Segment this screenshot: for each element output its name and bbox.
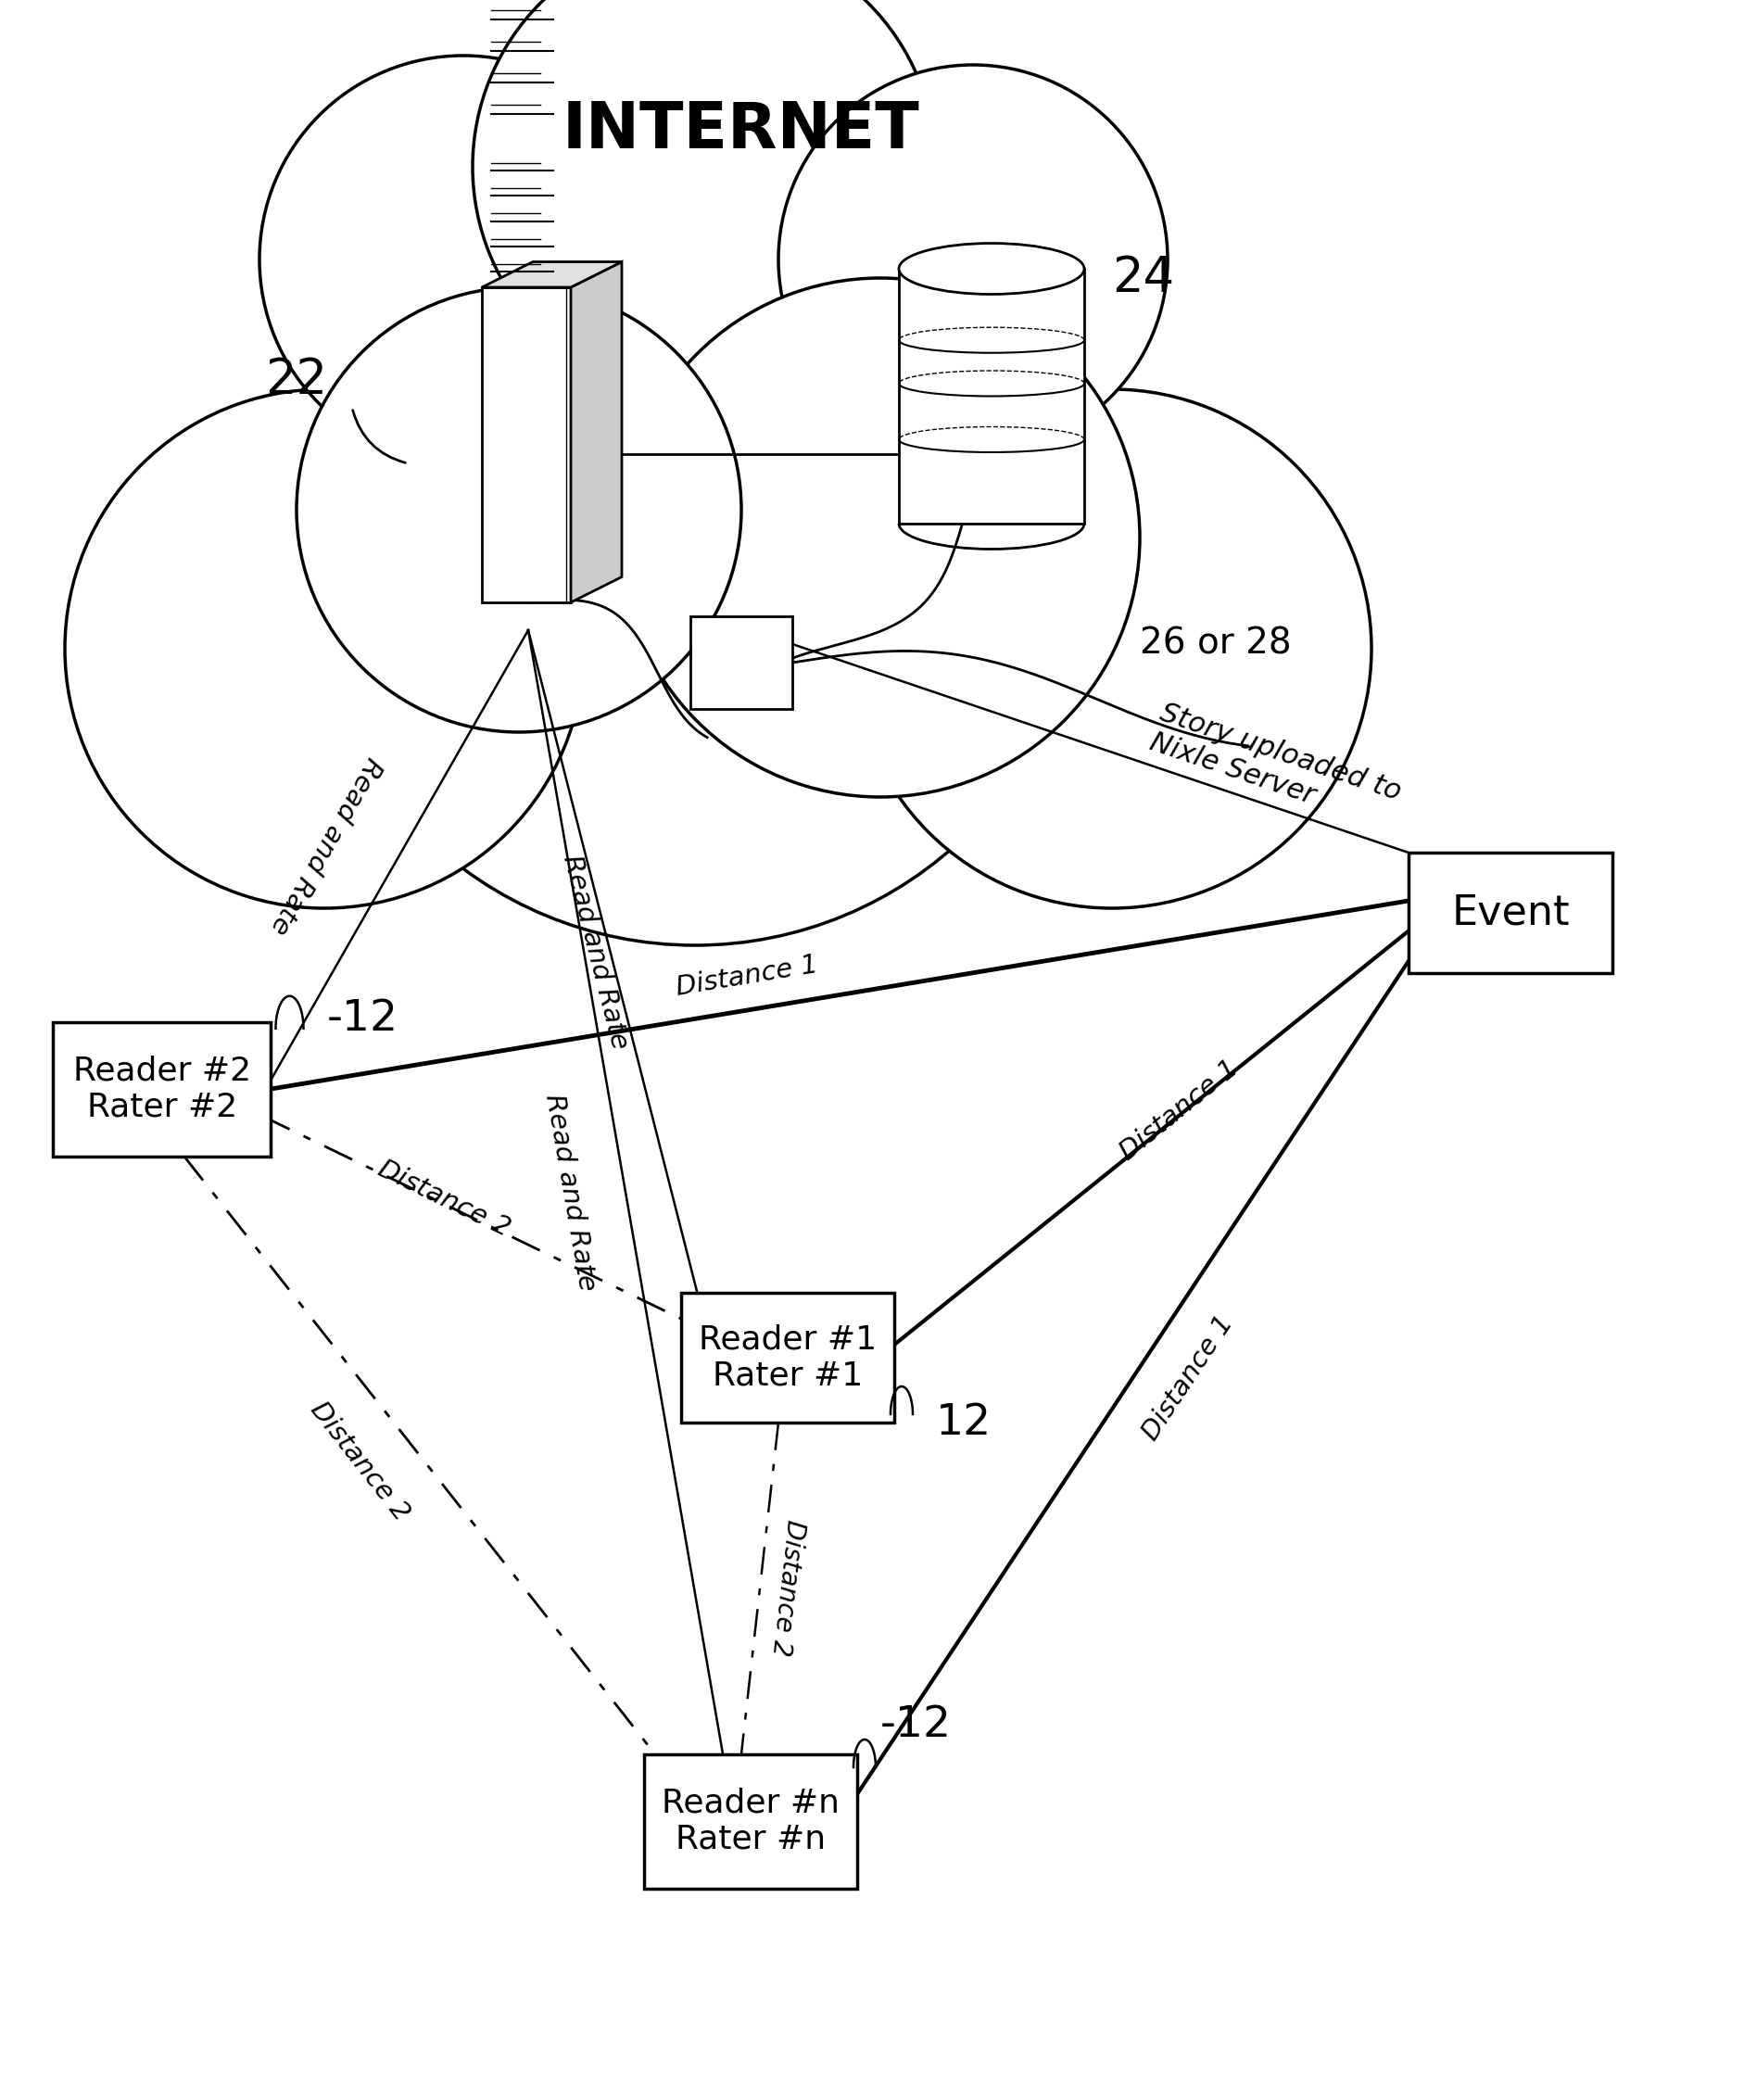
Text: Distance 1: Distance 1	[1139, 1310, 1238, 1445]
Polygon shape	[570, 262, 623, 603]
Text: Distance 1: Distance 1	[1114, 1054, 1243, 1166]
Text: Distance 2: Distance 2	[373, 1155, 514, 1241]
Text: Distance 2: Distance 2	[305, 1396, 415, 1527]
Circle shape	[260, 55, 668, 464]
Text: Read and Rate: Read and Rate	[265, 752, 385, 939]
Text: Event: Event	[1451, 892, 1570, 932]
Circle shape	[296, 288, 741, 733]
Text: -12: -12	[881, 1705, 952, 1747]
Text: -12: -12	[326, 997, 398, 1039]
Polygon shape	[644, 1753, 856, 1888]
Text: 12: 12	[937, 1403, 992, 1445]
Circle shape	[305, 166, 1085, 945]
Circle shape	[853, 388, 1371, 907]
Text: Distance 1: Distance 1	[675, 951, 820, 1002]
Text: INTERNET: INTERNET	[563, 99, 921, 162]
Text: Story uploaded to
Nixle Server: Story uploaded to Nixle Server	[1148, 699, 1404, 836]
Polygon shape	[481, 288, 570, 603]
Circle shape	[473, 0, 937, 399]
Circle shape	[621, 277, 1141, 798]
Ellipse shape	[898, 244, 1085, 294]
Text: 24: 24	[1113, 254, 1174, 302]
Text: Reader #n
Rater #n: Reader #n Rater #n	[661, 1787, 839, 1854]
Polygon shape	[691, 615, 792, 710]
Polygon shape	[481, 262, 623, 288]
Text: 22: 22	[265, 355, 328, 403]
Text: 26 or 28: 26 or 28	[1141, 626, 1292, 662]
Text: Reader #2
Rater #2: Reader #2 Rater #2	[73, 1054, 251, 1124]
Text: Read and Rate: Read and Rate	[541, 1092, 600, 1292]
Polygon shape	[682, 1294, 895, 1422]
Polygon shape	[1409, 853, 1613, 972]
Circle shape	[778, 65, 1168, 454]
Text: Distance 2: Distance 2	[767, 1518, 807, 1657]
Polygon shape	[898, 269, 1085, 523]
Text: Reader #1
Rater #1: Reader #1 Rater #1	[699, 1323, 877, 1392]
Text: Read and Rate: Read and Rate	[558, 853, 633, 1052]
Circle shape	[65, 388, 584, 907]
Polygon shape	[54, 1023, 270, 1157]
